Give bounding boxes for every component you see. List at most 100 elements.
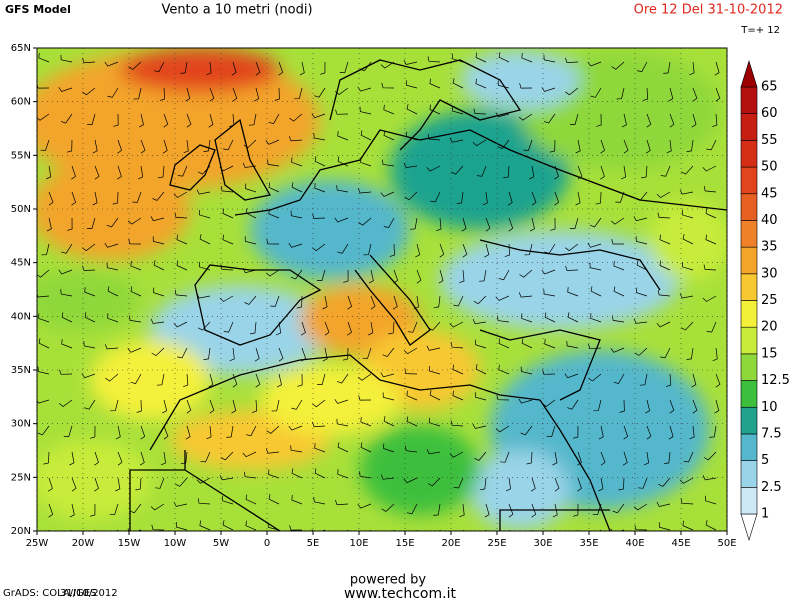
- wind-barb: [357, 188, 372, 194]
- wind-barb: [682, 209, 694, 219]
- wind-barb: [130, 286, 142, 297]
- wind-barb: [37, 425, 50, 436]
- wind-barb: [206, 425, 212, 440]
- wind-barb: [426, 345, 441, 351]
- colorbar-box: [740, 113, 758, 141]
- wind-barb: [84, 312, 96, 323]
- wind-barb: [175, 477, 188, 487]
- wind-barb: [266, 425, 280, 434]
- colorbar-box: [740, 220, 758, 248]
- wind-barb: [600, 139, 606, 154]
- wind-barb: [521, 52, 533, 63]
- wind-barb: [541, 399, 556, 407]
- wind-barb: [504, 243, 510, 257]
- wind-barb: [317, 373, 326, 385]
- wind-barb: [63, 425, 73, 437]
- wind-barb: [388, 321, 395, 335]
- wind-barb: [475, 78, 487, 89]
- wind-barb: [107, 286, 119, 297]
- wind-barb: [383, 416, 395, 427]
- wind-barb: [682, 234, 694, 245]
- wind-barb: [219, 475, 234, 481]
- wind-barb: [110, 399, 119, 412]
- wind-barb: [590, 87, 602, 98]
- wind-barb: [222, 208, 234, 219]
- wind-barb: [313, 496, 326, 505]
- wind-barb: [156, 373, 165, 386]
- wind-barb: [266, 239, 280, 245]
- wind-barb: [222, 520, 234, 531]
- wind-barb: [544, 338, 556, 349]
- wind-barb: [133, 87, 142, 100]
- wind-barb: [67, 217, 73, 231]
- wind-barb: [496, 394, 510, 401]
- wind-barb: [523, 139, 533, 151]
- x-tick-label: 35E: [579, 538, 598, 549]
- wind-barb: [38, 52, 50, 63]
- wind-barb: [646, 425, 652, 440]
- wind-barb: [176, 234, 188, 245]
- wind-barb: [692, 399, 698, 414]
- wind-barb: [438, 269, 444, 284]
- colorbar-box: [740, 273, 758, 301]
- wind-barb: [393, 269, 399, 284]
- wind-barb: [459, 503, 465, 518]
- wind-barb: [301, 321, 306, 336]
- wind-barb: [663, 61, 671, 74]
- wind-barb: [107, 87, 119, 98]
- wind-barb: [619, 399, 625, 413]
- wind-barb: [115, 477, 121, 492]
- wind-barb: [679, 189, 694, 195]
- wind-barb: [130, 260, 142, 271]
- wind-barb: [186, 399, 192, 414]
- wind-barb: [132, 191, 142, 203]
- y-tick-label: 35N: [11, 365, 31, 376]
- wind-barb: [290, 445, 303, 453]
- wind-barb: [541, 269, 556, 275]
- wind-barb: [495, 425, 510, 433]
- wind-barb: [472, 139, 487, 147]
- y-tick-label: 60N: [11, 97, 31, 108]
- wind-barb: [679, 477, 694, 484]
- wind-barb: [638, 477, 648, 489]
- wind-barb: [334, 217, 349, 223]
- wind-barb: [265, 269, 280, 277]
- wind-barb: [549, 139, 556, 153]
- wind-barb: [117, 451, 123, 466]
- wind-barb: [495, 295, 510, 301]
- wind-barb: [633, 503, 648, 511]
- wind-barb: [613, 286, 625, 297]
- colorbar-box: [740, 86, 758, 114]
- x-tick-label: 20E: [441, 538, 460, 549]
- wind-barb: [521, 313, 533, 323]
- wind-barb: [113, 113, 119, 127]
- wind-barb: [413, 295, 419, 310]
- wind-barb: [593, 399, 602, 412]
- x-tick-label: 0: [264, 538, 270, 549]
- wind-barb: [162, 139, 168, 154]
- wind-barb: [403, 59, 418, 65]
- wind-barb: [48, 191, 54, 206]
- wind-barb: [646, 113, 652, 128]
- wind-barb: [301, 347, 307, 362]
- wind-barb: [450, 342, 464, 349]
- colorbar-box: [740, 246, 758, 275]
- wind-barb: [104, 61, 119, 67]
- plot-date: 31/10/2012: [60, 588, 118, 599]
- wind-barb: [596, 113, 602, 127]
- wind-barb: [565, 87, 579, 96]
- wind-barb: [150, 503, 165, 511]
- wind-barb: [610, 347, 625, 353]
- colorbar-label: 7.5: [761, 426, 782, 441]
- wind-barb: [48, 477, 53, 492]
- wind-barb: [577, 477, 582, 492]
- wind-barb: [636, 61, 648, 73]
- wind-barb: [229, 113, 235, 128]
- wind-barb: [335, 499, 349, 506]
- wind-barb: [587, 343, 602, 350]
- wind-barb: [449, 451, 464, 458]
- wind-barb: [380, 372, 395, 378]
- x-tick-label: 30E: [533, 538, 552, 549]
- wind-barb: [622, 451, 628, 466]
- colorbar-box: [740, 326, 758, 355]
